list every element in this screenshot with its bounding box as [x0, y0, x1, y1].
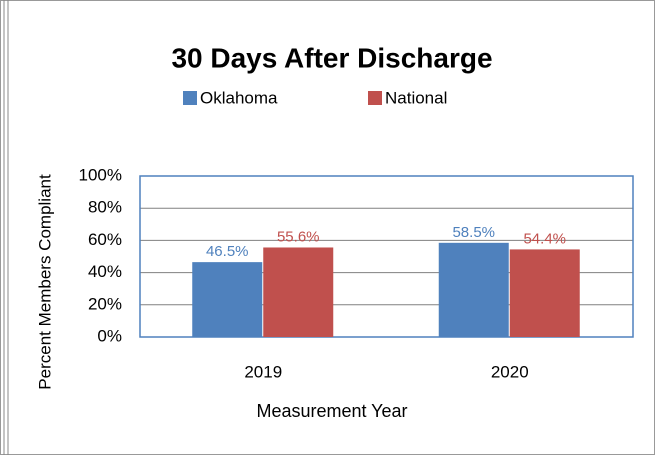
- bar: [438, 242, 509, 337]
- value-label: 58.5%: [452, 224, 495, 241]
- value-label: 46.5%: [206, 243, 249, 260]
- x-tick-label: 2020: [491, 362, 529, 381]
- y-tick-label: 0%: [97, 326, 122, 345]
- bar: [509, 249, 580, 337]
- y-tick-label: 100%: [79, 165, 122, 184]
- legend-swatch: [368, 91, 382, 105]
- y-tick-label: 40%: [88, 262, 122, 281]
- x-tick-label: 2019: [244, 362, 282, 381]
- value-label: 55.6%: [277, 228, 320, 245]
- y-axis-label: Percent Members Compliant: [35, 174, 54, 390]
- legend-swatch: [183, 91, 197, 105]
- value-label: 54.4%: [523, 230, 566, 247]
- bar: [192, 262, 263, 337]
- x-axis-label: Measurement Year: [256, 401, 407, 421]
- y-tick-label: 20%: [88, 294, 122, 313]
- plot-border: [139, 175, 634, 338]
- legend-label: National: [385, 88, 447, 107]
- y-tick-label: 80%: [88, 198, 122, 217]
- chart-title: 30 Days After Discharge: [171, 42, 492, 73]
- y-tick-label: 60%: [88, 230, 122, 249]
- legend-label: Oklahoma: [200, 88, 278, 107]
- bar: [263, 247, 334, 337]
